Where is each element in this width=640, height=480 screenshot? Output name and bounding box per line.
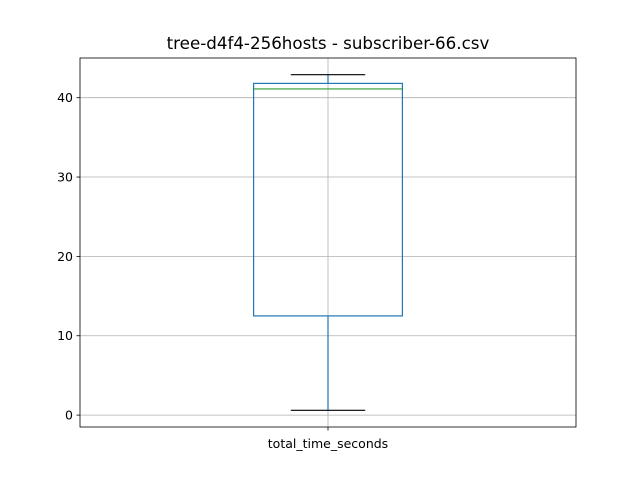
y-tick-label: 40 <box>57 90 73 105</box>
grid-layer <box>80 58 576 427</box>
axis-layer: 0 10 20 30 40 total_time_seconds <box>57 57 577 451</box>
chart-title: tree-d4f4-256hosts - subscriber-66.csv <box>167 33 490 53</box>
y-tick-label: 10 <box>57 328 73 343</box>
y-tick-label: 30 <box>57 170 73 185</box>
axes-frame <box>79 57 577 428</box>
x-tick-label: total_time_seconds <box>268 436 388 451</box>
y-tick-label: 0 <box>65 408 73 423</box>
y-tick-label: 20 <box>57 249 73 264</box>
plot-layer <box>253 74 404 411</box>
iqr-box <box>253 82 404 317</box>
